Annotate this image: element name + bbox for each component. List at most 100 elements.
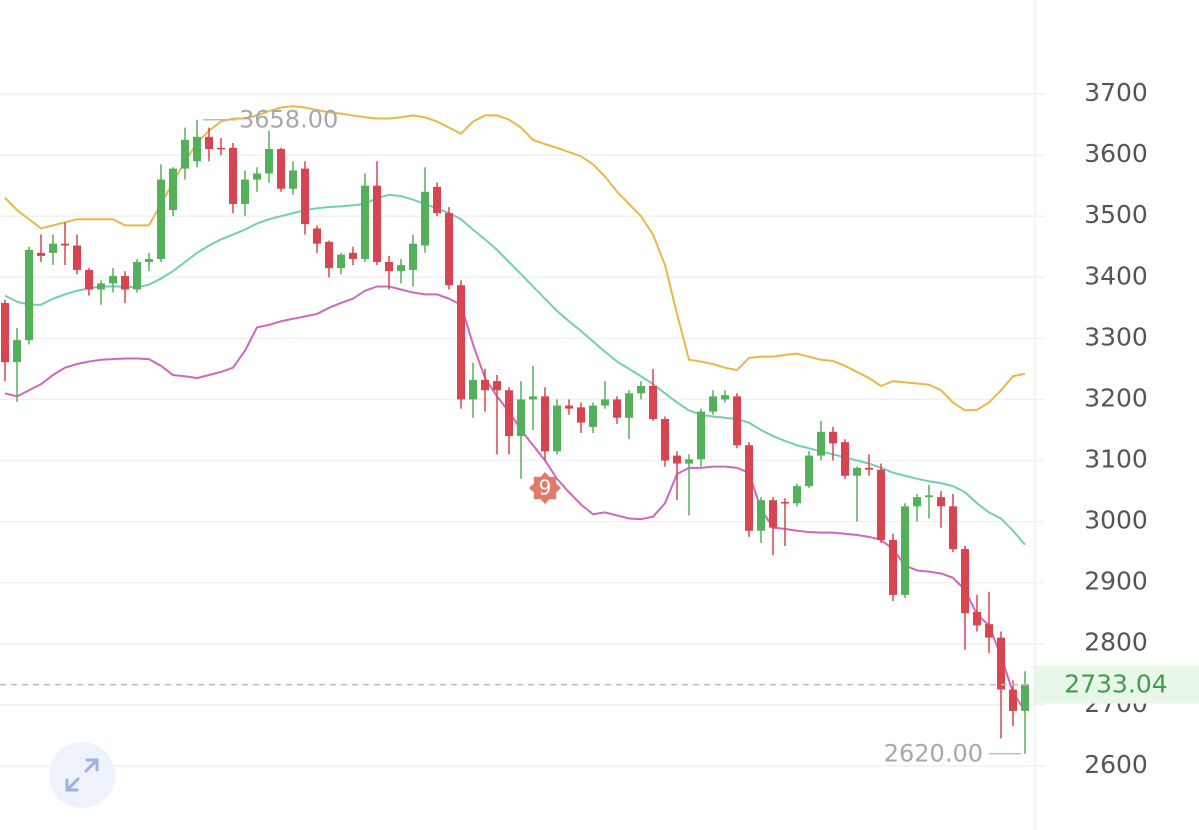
candle-body — [217, 147, 225, 150]
candle-body — [817, 431, 825, 456]
candle-body — [37, 252, 45, 256]
candle-body — [709, 396, 717, 412]
candle-body — [253, 173, 261, 180]
band-line — [4, 285, 1026, 712]
candle-body — [661, 418, 669, 461]
candle-body — [73, 245, 81, 270]
candle-body — [421, 191, 429, 246]
y-tick-label: 2900 — [1084, 567, 1148, 596]
candle-body — [721, 395, 729, 400]
candle-body — [1009, 689, 1017, 711]
candle-body — [49, 243, 57, 253]
candle-body — [517, 399, 525, 437]
candle-body — [841, 442, 849, 476]
candle-body — [973, 611, 981, 626]
candle-body — [769, 500, 777, 528]
candle-body — [793, 486, 801, 504]
candle-body — [529, 396, 537, 400]
candle-body — [133, 262, 141, 290]
candle-body — [361, 185, 369, 259]
y-tick-label: 3400 — [1084, 261, 1148, 290]
signal-badge — [529, 472, 561, 504]
candle-body — [445, 213, 453, 286]
candle-body — [205, 136, 213, 150]
candle-body — [493, 381, 501, 391]
y-tick-label: 3600 — [1084, 139, 1148, 168]
candles — [1, 119, 1029, 754]
candle-body — [685, 459, 693, 464]
candle-body — [277, 149, 285, 189]
candle-body — [697, 411, 705, 460]
min-marker-label: 2620.00 — [884, 740, 983, 768]
signal-badge-label: 9 — [539, 476, 552, 500]
candle-body — [121, 276, 129, 290]
candle-body — [745, 445, 753, 531]
candle-body — [925, 495, 933, 498]
y-tick-label: 3100 — [1084, 445, 1148, 474]
candle-body — [349, 252, 357, 259]
candle-body — [889, 539, 897, 595]
labels: 2600270028002900300031003200330034003500… — [0, 78, 1199, 779]
candle-body — [145, 258, 153, 263]
candle-body — [1021, 684, 1029, 711]
candle-body — [829, 431, 837, 444]
last-price-label: 2733.04 — [1064, 670, 1167, 699]
band-line — [4, 193, 1026, 546]
candle-body — [337, 254, 345, 269]
candle-body — [385, 262, 393, 272]
candle-body — [565, 405, 573, 409]
last-price-box — [1033, 665, 1199, 704]
y-tick-label: 3500 — [1084, 200, 1148, 229]
candle-body — [109, 276, 117, 284]
candle-body — [625, 393, 633, 418]
candle-body — [985, 624, 993, 638]
candle-body — [193, 136, 201, 162]
candle-body — [433, 186, 441, 214]
candle-body — [97, 283, 105, 290]
candle-body — [997, 637, 1005, 690]
candle-body — [25, 249, 33, 341]
candle-body — [229, 147, 237, 204]
candle-body — [301, 168, 309, 225]
candle-body — [553, 405, 561, 452]
candle-body — [373, 185, 381, 263]
candle-body — [949, 506, 957, 550]
y-tick-label: 2600 — [1084, 750, 1148, 779]
candle-body — [913, 497, 921, 507]
y-tick-label: 3700 — [1084, 78, 1148, 107]
candle-body — [877, 469, 885, 540]
candle-body — [601, 399, 609, 406]
candle-body — [169, 168, 177, 211]
candle-body — [469, 379, 477, 400]
candle-body — [733, 396, 741, 446]
candle-body — [805, 455, 813, 487]
candle-body — [265, 149, 273, 174]
y-tick-label: 3000 — [1084, 506, 1148, 535]
candle-body — [961, 549, 969, 614]
candle-body — [61, 243, 69, 246]
candle-body — [865, 467, 873, 470]
candle-body — [541, 396, 549, 452]
candle-body — [409, 243, 417, 270]
candle-body — [853, 467, 861, 476]
candle-body — [157, 179, 165, 259]
candle-body — [781, 502, 789, 504]
candle-body — [325, 241, 333, 269]
candle-body — [181, 139, 189, 169]
max-marker-label: 3658.00 — [239, 106, 338, 134]
y-tick-label: 3200 — [1084, 383, 1148, 412]
y-tick-label: 3300 — [1084, 322, 1148, 351]
candle-body — [589, 405, 597, 427]
expand-button[interactable] — [49, 742, 115, 808]
candle-body — [481, 379, 489, 391]
candle-body — [937, 497, 945, 507]
candle-body — [289, 170, 297, 189]
candle-body — [757, 500, 765, 531]
candle-body — [13, 340, 21, 363]
grid — [0, 93, 1045, 767]
candle-body — [613, 399, 621, 418]
candle-body — [241, 179, 249, 204]
candle-body — [313, 228, 321, 244]
